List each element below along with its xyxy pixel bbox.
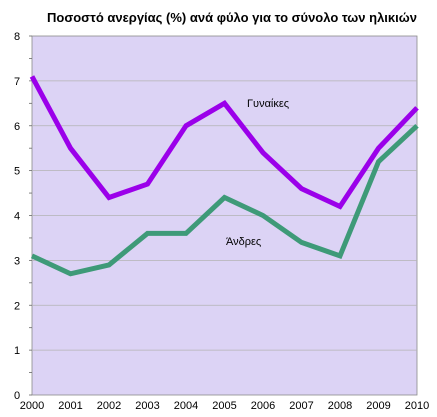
x-tick-label: 2000 [20, 400, 44, 412]
y-tick-label: 8 [14, 31, 20, 43]
x-tick-label: 2002 [97, 400, 121, 412]
x-tick-label: 2004 [174, 400, 198, 412]
x-tick-label: 2003 [135, 400, 159, 412]
x-tick-label: 2001 [58, 400, 82, 412]
y-tick-label: 1 [14, 345, 20, 357]
gridlines [32, 80, 417, 351]
y-tick-label: 2 [14, 300, 20, 312]
y-tick-label: 3 [14, 255, 20, 267]
series-labels: Γυναίκες Άνδρες [226, 98, 289, 248]
y-axis: 0 1 2 3 4 5 6 7 8 [14, 31, 32, 402]
series-label-1: Άνδρες [226, 236, 261, 248]
x-axis: 2000 2001 2002 2003 2004 2005 2006 2007 2008 2009… [20, 400, 429, 412]
x-tick-label: 2006 [251, 400, 275, 412]
x-tick-label: 2008 [328, 400, 352, 412]
x-tick-label: 2005 [212, 400, 236, 412]
series-lines [29, 75, 419, 277]
series-label-0: Γυναίκες [247, 98, 289, 110]
x-tick-label: 2010 [405, 400, 429, 412]
y-tick-label: 7 [14, 76, 20, 88]
y-tick-label: 4 [14, 211, 20, 223]
x-tick-label: 2007 [289, 400, 313, 412]
chart-title: Ποσοστό ανεργίας (%) ανά φύλο για το σύν… [47, 10, 417, 25]
y-tick-label: 0 [14, 390, 20, 402]
y-tick-label: 6 [14, 121, 20, 133]
x-tick-label: 2009 [366, 400, 390, 412]
y-tick-label: 5 [14, 166, 20, 178]
